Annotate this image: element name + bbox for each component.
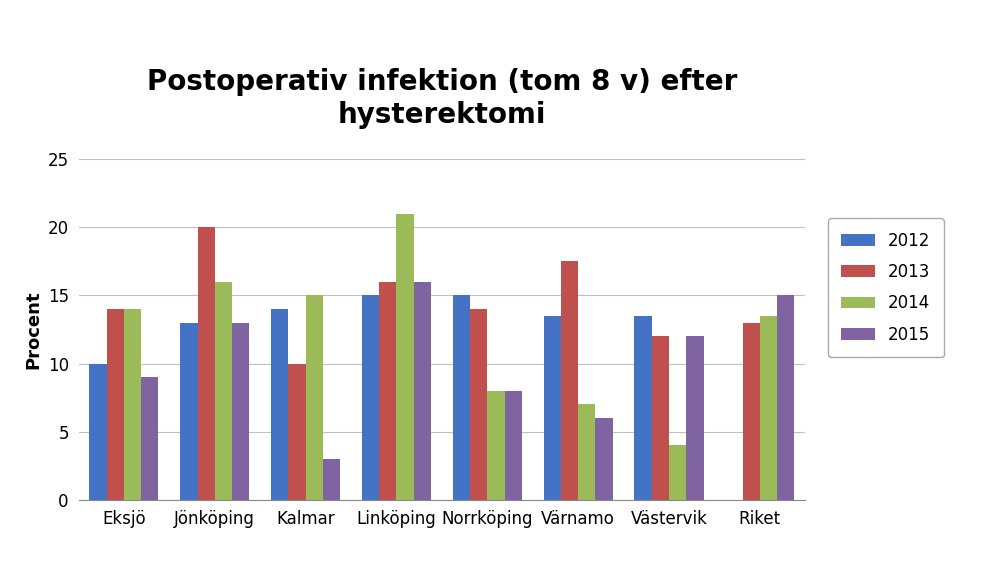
Bar [197,227,215,500]
Bar [777,295,794,500]
Bar [89,364,107,500]
Bar [397,214,413,500]
Bar [141,377,158,500]
Bar [107,309,124,500]
Bar [215,282,232,500]
Bar [271,309,289,500]
Bar [181,323,197,500]
Bar [578,404,595,500]
Bar [634,316,652,500]
Bar [453,295,470,500]
Bar [669,445,686,500]
Bar [595,418,613,500]
Y-axis label: Procent: Procent [25,290,42,369]
Bar [487,391,505,500]
Bar [379,282,397,500]
Bar [505,391,521,500]
Bar [413,282,431,500]
Bar [561,261,578,500]
Bar [760,316,777,500]
Legend: 2012, 2013, 2014, 2015: 2012, 2013, 2014, 2015 [828,219,944,357]
Bar [305,295,323,500]
Bar [470,309,487,500]
Bar [544,316,561,500]
Bar [686,336,703,500]
Bar [362,295,379,500]
Bar [652,336,669,500]
Bar [124,309,141,500]
Bar [742,323,760,500]
Bar [323,459,340,500]
Text: Postoperativ infektion (tom 8 v) efter
hysterektomi: Postoperativ infektion (tom 8 v) efter h… [146,68,737,128]
Bar [232,323,249,500]
Bar [289,364,305,500]
